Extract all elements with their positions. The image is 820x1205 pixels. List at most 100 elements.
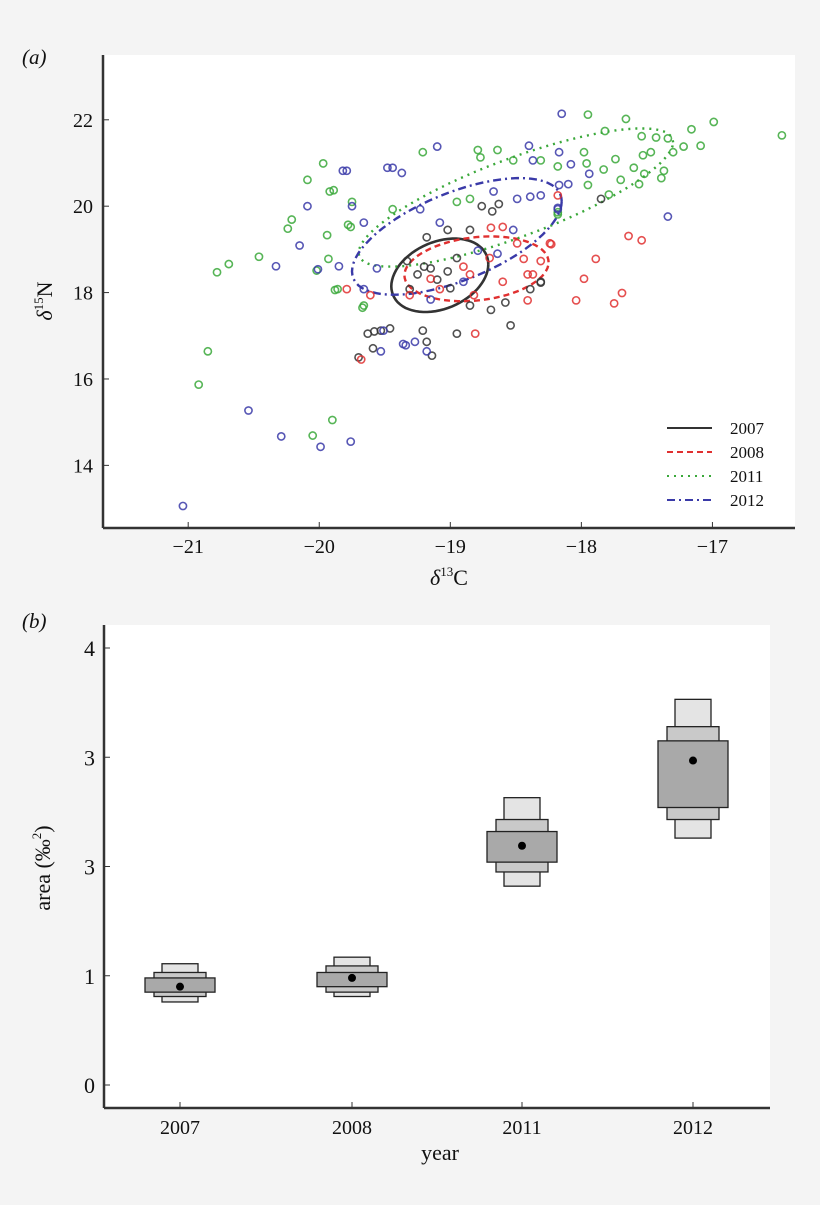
point-2011 — [634, 179, 644, 189]
y-tick-label: 1 — [84, 964, 95, 989]
point-2011 — [579, 147, 589, 157]
point-2011 — [329, 185, 339, 195]
point-2012 — [313, 264, 323, 274]
point-2012 — [563, 179, 573, 189]
point-2008 — [617, 288, 627, 298]
point-2012 — [410, 337, 420, 347]
panel-a-ellipses — [350, 127, 675, 314]
point-2011 — [346, 222, 356, 232]
point-2011 — [659, 166, 669, 176]
point-2007 — [376, 326, 386, 335]
point-2012 — [346, 437, 356, 447]
mode-point-2012 — [689, 756, 697, 765]
point-2008 — [465, 270, 475, 279]
point-2011 — [254, 252, 264, 262]
x-tick-label: −19 — [435, 536, 466, 558]
point-2011 — [656, 173, 666, 183]
point-2011 — [599, 165, 609, 174]
point-2012 — [435, 218, 445, 228]
point-2012 — [508, 225, 518, 235]
point-2012 — [359, 218, 369, 228]
point-2007 — [405, 284, 415, 294]
point-2011 — [224, 259, 234, 269]
panel-a: (a) −21 −20 −19 −18 −17 14 16 18 20 22 δ13C δ15N… — [22, 45, 795, 590]
panel-b-x-ticks: 2007 2008 2011 2012 — [160, 1102, 713, 1139]
point-2008 — [485, 253, 495, 263]
point-2011 — [327, 415, 337, 425]
point-2007 — [368, 343, 378, 353]
point-2008 — [637, 235, 647, 245]
point-2007 — [427, 351, 437, 361]
point-2007 — [422, 232, 432, 242]
point-2012 — [388, 163, 398, 173]
legend-label-2008: 2008 — [730, 443, 764, 462]
point-2007 — [487, 206, 497, 216]
point-2008 — [342, 284, 352, 294]
panel-a-legend: 2007 2008 2011 2012 — [667, 419, 765, 510]
point-2007 — [413, 270, 422, 279]
point-2011 — [493, 145, 502, 155]
point-2008 — [571, 295, 581, 305]
point-2011 — [318, 159, 328, 168]
point-2012 — [178, 501, 188, 511]
point-2012 — [338, 166, 348, 176]
point-2012 — [271, 261, 281, 271]
point-2007 — [506, 321, 515, 330]
point-2008 — [486, 223, 496, 233]
point-2008 — [498, 277, 508, 287]
point-2011 — [308, 431, 318, 440]
panel-a-label: (a) — [22, 45, 47, 69]
point-2008 — [609, 298, 619, 308]
point-2011 — [651, 133, 661, 142]
x-tick-label: −18 — [566, 536, 597, 558]
point-2011 — [473, 145, 483, 155]
panel-b-y-ticks: 0 1 3 3 4 — [84, 636, 110, 1098]
point-2008 — [435, 284, 445, 294]
panel-a-x-label: δ13C — [430, 564, 468, 590]
x-tick-label: 2008 — [332, 1117, 372, 1139]
point-2011 — [388, 204, 398, 214]
panel-a-x-ticks: −21 −20 −19 −18 −17 — [173, 522, 728, 558]
point-2011 — [322, 230, 332, 240]
x-tick-label: 2007 — [160, 1117, 200, 1139]
point-2011 — [347, 197, 357, 207]
point-2012 — [383, 163, 392, 173]
point-2012 — [316, 442, 325, 452]
legend-label-2007: 2007 — [730, 419, 765, 438]
point-2012 — [557, 109, 567, 119]
x-tick-label: 2011 — [502, 1117, 541, 1139]
point-2011 — [583, 110, 593, 120]
point-2008 — [523, 295, 533, 305]
y-tick-label: 4 — [84, 636, 95, 661]
point-2007 — [536, 278, 546, 288]
point-2011 — [476, 152, 485, 162]
point-2011 — [582, 159, 592, 168]
point-2012 — [553, 203, 563, 213]
point-2007 — [419, 262, 429, 272]
point-2007 — [418, 326, 428, 335]
point-2012 — [398, 339, 408, 349]
point-2008 — [528, 270, 538, 279]
mode-point-2007 — [176, 982, 184, 991]
mode-point-2011 — [518, 841, 526, 850]
point-2011 — [418, 147, 428, 157]
point-2011 — [553, 162, 563, 171]
point-2011 — [333, 284, 342, 294]
point-2011 — [604, 190, 614, 199]
point-2012 — [415, 204, 425, 214]
point-2007 — [443, 225, 453, 235]
point-2011 — [639, 169, 649, 179]
y-tick-label: 3 — [84, 745, 95, 770]
point-2008 — [624, 231, 633, 241]
point-2011 — [359, 301, 369, 310]
panel-b-label: (b) — [22, 609, 47, 633]
point-2008 — [426, 274, 436, 284]
point-2012 — [372, 263, 382, 273]
panel-a-y-ticks: 14 16 18 20 22 — [73, 110, 109, 477]
point-2011 — [203, 346, 213, 356]
point-2008 — [469, 290, 479, 300]
point-2007 — [465, 301, 475, 310]
y-tick-label: 16 — [73, 369, 93, 391]
point-2012 — [566, 159, 576, 169]
